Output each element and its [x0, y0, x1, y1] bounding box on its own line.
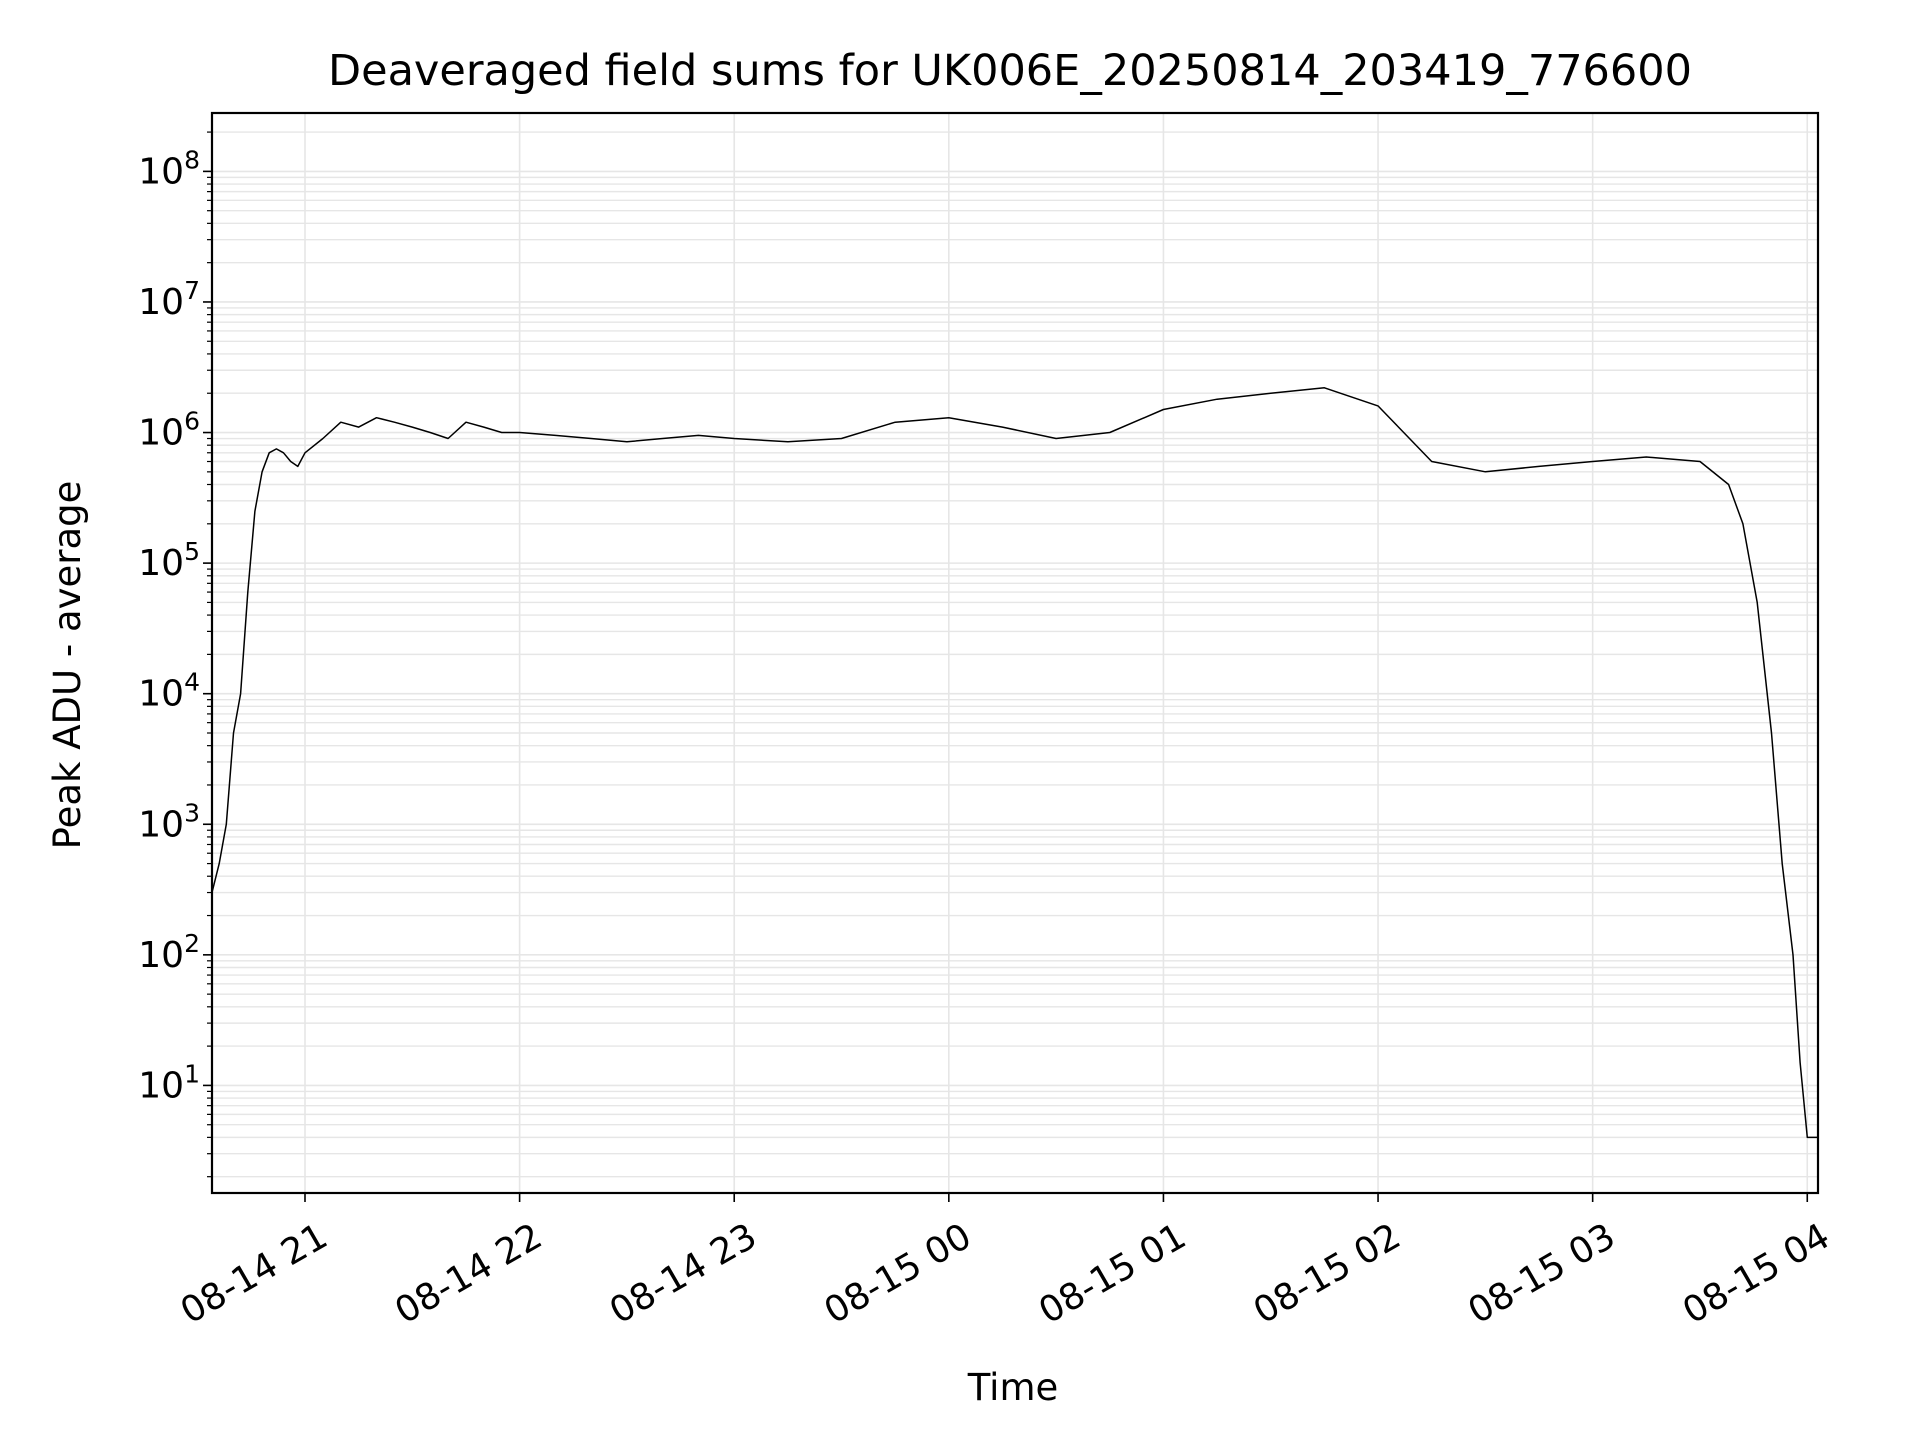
y-axis: 101 102 103 104 105 106 107 108 — [138, 131, 212, 1178]
x-tick-label: 08-15 04 — [1676, 1216, 1837, 1332]
grid-major — [212, 113, 1818, 1193]
x-axis: 08-14 21 08-14 22 08-14 23 08-15 00 08-15 01… — [174, 1193, 1837, 1332]
x-tick-label: 08-14 21 — [174, 1216, 335, 1332]
chart-title: Deaveraged field sums for UK006E_2025081… — [328, 46, 1692, 96]
grid-minor-y — [212, 131, 1818, 1178]
y-tick-label: 102 — [138, 929, 200, 976]
y-tick-label: 107 — [138, 276, 200, 323]
x-tick-label: 08-15 02 — [1247, 1216, 1408, 1332]
x-tick-label: 08-14 23 — [603, 1216, 764, 1332]
y-tick-label: 108 — [138, 145, 200, 192]
series-line — [211, 387, 1818, 1139]
plot-frame — [210, 111, 1820, 1195]
y-axis-label: Peak ADU - average — [46, 481, 89, 850]
x-tick-label: 08-15 01 — [1032, 1216, 1193, 1332]
x-tick-label: 08-15 03 — [1461, 1216, 1622, 1332]
x-axis-label: Time — [967, 1366, 1059, 1409]
y-tick-label: 101 — [138, 1059, 200, 1106]
y-tick-label: 103 — [138, 798, 200, 845]
x-tick-label: 08-14 22 — [388, 1216, 549, 1332]
y-tick-label: 106 — [138, 407, 200, 454]
x-tick-label: 08-15 00 — [818, 1216, 979, 1332]
y-tick-label: 104 — [138, 668, 200, 715]
y-tick-label: 105 — [138, 537, 200, 584]
